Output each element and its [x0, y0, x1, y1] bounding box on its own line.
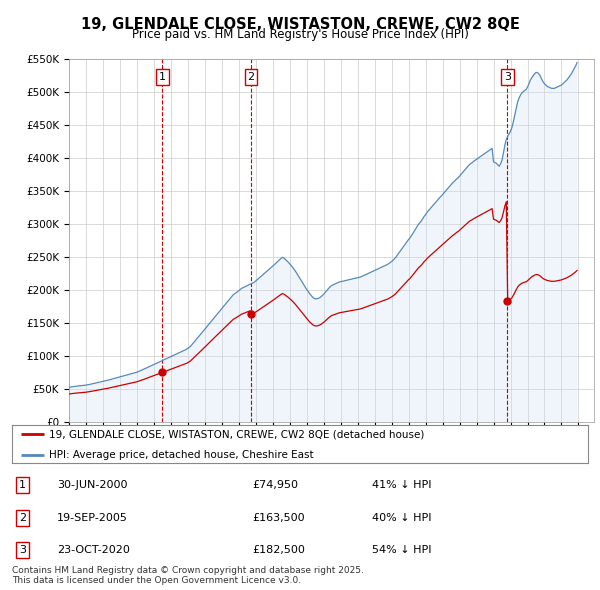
Text: 40% ↓ HPI: 40% ↓ HPI	[372, 513, 431, 523]
Text: 54% ↓ HPI: 54% ↓ HPI	[372, 545, 431, 555]
Text: 3: 3	[19, 545, 26, 555]
Text: Price paid vs. HM Land Registry's House Price Index (HPI): Price paid vs. HM Land Registry's House …	[131, 28, 469, 41]
Text: 19-SEP-2005: 19-SEP-2005	[57, 513, 128, 523]
Text: £74,950: £74,950	[252, 480, 298, 490]
Text: HPI: Average price, detached house, Cheshire East: HPI: Average price, detached house, Ches…	[49, 450, 314, 460]
Text: 19, GLENDALE CLOSE, WISTASTON, CREWE, CW2 8QE: 19, GLENDALE CLOSE, WISTASTON, CREWE, CW…	[80, 17, 520, 31]
Text: £182,500: £182,500	[252, 545, 305, 555]
Text: 2: 2	[19, 513, 26, 523]
Text: 2: 2	[247, 72, 254, 82]
Text: 1: 1	[19, 480, 26, 490]
Text: 3: 3	[504, 72, 511, 82]
Text: 41% ↓ HPI: 41% ↓ HPI	[372, 480, 431, 490]
Text: 30-JUN-2000: 30-JUN-2000	[57, 480, 128, 490]
Text: Contains HM Land Registry data © Crown copyright and database right 2025.
This d: Contains HM Land Registry data © Crown c…	[12, 566, 364, 585]
Text: 1: 1	[159, 72, 166, 82]
Text: £163,500: £163,500	[252, 513, 305, 523]
Text: 23-OCT-2020: 23-OCT-2020	[57, 545, 130, 555]
Text: 19, GLENDALE CLOSE, WISTASTON, CREWE, CW2 8QE (detached house): 19, GLENDALE CLOSE, WISTASTON, CREWE, CW…	[49, 430, 425, 440]
